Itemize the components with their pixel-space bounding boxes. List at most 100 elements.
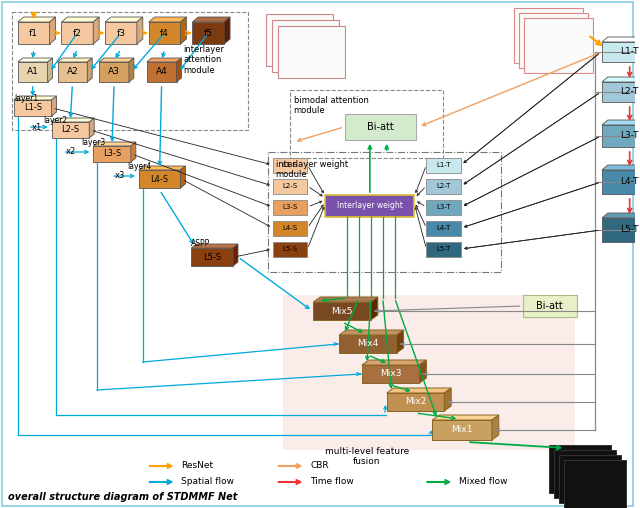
- Text: ASPP: ASPP: [191, 238, 211, 247]
- Text: overall structure diagram of STDMMF Net: overall structure diagram of STDMMF Net: [8, 492, 237, 502]
- Polygon shape: [602, 213, 640, 218]
- Text: f1: f1: [29, 28, 38, 38]
- Text: x2: x2: [65, 147, 76, 156]
- Bar: [18, 22, 49, 44]
- Text: Mix2: Mix2: [404, 397, 426, 406]
- Polygon shape: [49, 17, 56, 44]
- FancyBboxPatch shape: [325, 195, 415, 217]
- Text: L3-S: L3-S: [103, 149, 121, 158]
- Polygon shape: [87, 58, 92, 82]
- Bar: [266, 14, 333, 66]
- Text: L2-S: L2-S: [61, 125, 79, 135]
- Text: f3: f3: [116, 28, 125, 38]
- Bar: [602, 125, 640, 147]
- Text: L3-S: L3-S: [282, 204, 297, 210]
- Bar: [61, 22, 93, 44]
- Text: A1: A1: [27, 68, 38, 77]
- Polygon shape: [47, 58, 52, 82]
- Text: L4-T: L4-T: [620, 177, 639, 186]
- Text: L1-S: L1-S: [282, 162, 297, 168]
- Bar: [362, 365, 419, 383]
- Polygon shape: [444, 388, 451, 411]
- Text: CBR: CBR: [310, 461, 329, 470]
- FancyBboxPatch shape: [273, 221, 307, 236]
- Bar: [58, 62, 87, 82]
- Bar: [602, 218, 640, 242]
- Bar: [52, 122, 89, 138]
- Text: Mix3: Mix3: [380, 369, 401, 378]
- Text: L1-S: L1-S: [24, 104, 42, 112]
- Polygon shape: [397, 330, 404, 353]
- Text: x3: x3: [115, 172, 125, 180]
- Polygon shape: [362, 360, 426, 365]
- Bar: [339, 335, 397, 353]
- Polygon shape: [139, 166, 186, 170]
- Text: layer1: layer1: [14, 94, 38, 103]
- Text: Mix1: Mix1: [451, 426, 473, 434]
- Text: L5-S: L5-S: [203, 252, 221, 262]
- Text: L2-T: L2-T: [620, 87, 639, 97]
- Polygon shape: [233, 244, 238, 266]
- Polygon shape: [314, 297, 378, 302]
- Text: interlayer
attention
module: interlayer attention module: [184, 45, 225, 75]
- Text: A2: A2: [67, 68, 78, 77]
- FancyBboxPatch shape: [426, 200, 461, 215]
- Bar: [433, 420, 492, 440]
- Text: L4-S: L4-S: [150, 175, 169, 183]
- Text: L3-T: L3-T: [436, 204, 451, 210]
- Polygon shape: [191, 244, 238, 248]
- FancyBboxPatch shape: [426, 179, 461, 194]
- Text: Spatial flow: Spatial flow: [182, 478, 234, 487]
- Text: A3: A3: [108, 68, 120, 77]
- Polygon shape: [433, 415, 499, 420]
- Bar: [314, 302, 371, 320]
- Polygon shape: [602, 37, 640, 42]
- Text: layer2: layer2: [44, 116, 68, 125]
- Bar: [99, 62, 129, 82]
- Polygon shape: [339, 330, 404, 335]
- Text: L5-T: L5-T: [436, 246, 451, 252]
- Text: Interlayer weight: Interlayer weight: [337, 202, 403, 210]
- FancyBboxPatch shape: [426, 158, 461, 173]
- Polygon shape: [93, 142, 136, 146]
- Bar: [93, 146, 131, 162]
- Text: L1-T: L1-T: [436, 162, 451, 168]
- Polygon shape: [193, 17, 230, 22]
- Text: L2-T: L2-T: [436, 183, 451, 189]
- Bar: [602, 170, 640, 194]
- FancyBboxPatch shape: [273, 242, 307, 257]
- Bar: [283, 295, 575, 450]
- Text: interlayer weight
module: interlayer weight module: [276, 160, 348, 179]
- Text: L2-S: L2-S: [282, 183, 297, 189]
- Bar: [12, 12, 248, 130]
- Bar: [105, 22, 137, 44]
- Bar: [191, 248, 233, 266]
- Bar: [278, 26, 345, 78]
- Text: bimodal attention
module: bimodal attention module: [294, 96, 369, 115]
- Text: x1: x1: [32, 122, 42, 132]
- Text: L4-T: L4-T: [436, 225, 451, 231]
- Polygon shape: [129, 58, 134, 82]
- Bar: [602, 42, 640, 62]
- Bar: [559, 455, 621, 503]
- Bar: [148, 22, 180, 44]
- Polygon shape: [52, 118, 94, 122]
- Text: Mix5: Mix5: [332, 306, 353, 315]
- Text: f2: f2: [73, 28, 82, 38]
- Text: Bi-att: Bi-att: [367, 122, 394, 132]
- Polygon shape: [492, 415, 499, 440]
- Polygon shape: [18, 17, 56, 22]
- Polygon shape: [61, 17, 99, 22]
- FancyBboxPatch shape: [273, 179, 307, 194]
- Bar: [514, 8, 583, 63]
- Text: multi-level feature
fusion: multi-level feature fusion: [324, 447, 409, 466]
- Text: f4: f4: [160, 28, 169, 38]
- Polygon shape: [147, 58, 182, 62]
- Polygon shape: [18, 58, 52, 62]
- Text: L5-T: L5-T: [620, 226, 639, 235]
- Text: L3-T: L3-T: [620, 132, 639, 141]
- FancyBboxPatch shape: [273, 158, 307, 173]
- Polygon shape: [177, 58, 182, 82]
- Bar: [549, 445, 611, 493]
- Polygon shape: [58, 58, 92, 62]
